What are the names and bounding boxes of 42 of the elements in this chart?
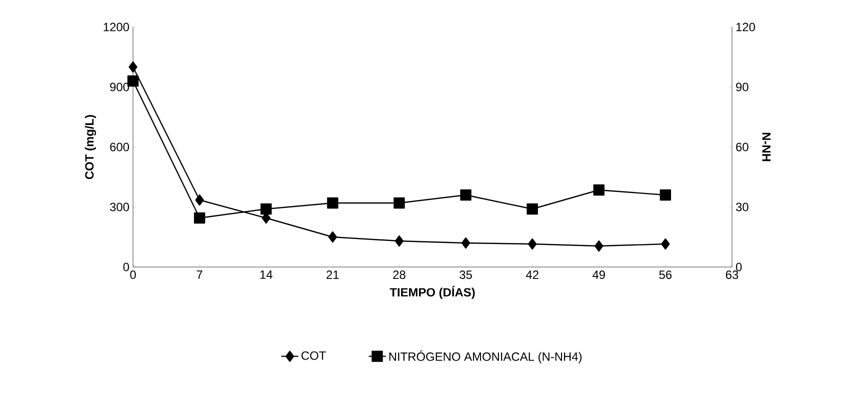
x-tick-label: 35 <box>460 270 472 279</box>
y-tick-label: 600 <box>110 142 130 152</box>
x-tick-label: 7 <box>196 270 202 279</box>
y2-axis-title: N-NH <box>762 132 771 162</box>
point <box>461 237 470 249</box>
point <box>594 240 604 252</box>
y2-tick-label: 0 <box>736 262 742 272</box>
x-axis-title: TIEMPO (DÍAS) <box>390 286 475 299</box>
point <box>128 61 138 73</box>
y-tick-label: 1200 <box>104 22 130 32</box>
point <box>260 203 272 215</box>
point <box>127 75 139 87</box>
point <box>460 189 472 201</box>
point <box>327 197 338 209</box>
point <box>528 238 537 250</box>
y2-tick-label: 60 <box>736 142 748 152</box>
y-tick-label: 900 <box>110 82 130 92</box>
x-tick-label: 28 <box>393 270 406 279</box>
y2-tick-label: 120 <box>736 22 756 32</box>
point <box>394 235 404 247</box>
point <box>526 203 538 215</box>
point <box>328 231 338 243</box>
y-axis-title: COT (mg/L) <box>84 115 96 180</box>
x-tick-label: 63 <box>726 270 738 279</box>
legend-label: NITRÓGENO AMONIACAL (N-NH4) <box>389 350 582 364</box>
x-tick-label: 56 <box>659 270 672 279</box>
y-tick-label: 0 <box>123 262 130 272</box>
x-tick-label: 21 <box>326 270 339 279</box>
y2-tick-label: 30 <box>736 202 748 212</box>
point <box>660 189 672 201</box>
point <box>661 238 670 250</box>
point <box>394 197 405 209</box>
x-tick-label: 49 <box>592 270 605 279</box>
x-tick-label: 42 <box>526 270 538 279</box>
legend-label: COT <box>302 351 326 360</box>
x-tick-label: 0 <box>130 270 136 279</box>
y2-tick-label: 90 <box>736 82 748 92</box>
x-tick-label: 14 <box>260 270 272 279</box>
point <box>593 184 604 196</box>
y-tick-label: 300 <box>110 202 130 212</box>
point <box>195 194 204 206</box>
point <box>194 212 206 224</box>
